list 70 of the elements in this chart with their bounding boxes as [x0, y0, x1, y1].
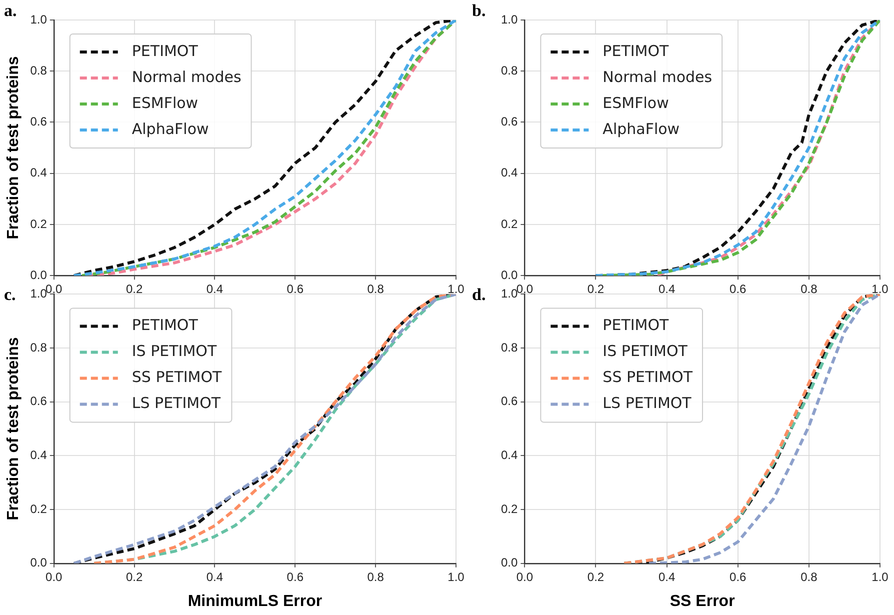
x-tick-label: 0.0 — [46, 570, 63, 584]
legend-label: ESMFlow — [602, 94, 669, 112]
y-axis-title: Fraction of test proteins — [5, 337, 22, 520]
y-tick-label: 0.6 — [500, 114, 518, 129]
x-tick-label: 0.0 — [516, 282, 534, 296]
x-tick-label: 0.4 — [658, 282, 676, 296]
chart-title: b. — [472, 0, 486, 20]
y-tick-label: 1.0 — [30, 12, 48, 26]
x-tick-label: 0.2 — [587, 570, 604, 584]
y-tick-label: 0.8 — [30, 63, 48, 78]
x-tick-label: 0.6 — [286, 282, 304, 296]
legend-label: PETIMOT — [132, 42, 199, 60]
legend-label: AlphaFlow — [602, 120, 680, 138]
legend-label: Normal modes — [132, 68, 242, 86]
legend-label: IS PETIMOT — [602, 342, 688, 360]
chart-title: d. — [472, 284, 486, 304]
legend-label: LS PETIMOT — [602, 394, 692, 412]
y-tick-label: 0.6 — [30, 394, 48, 408]
y-tick-label: 0.2 — [500, 502, 518, 516]
y-tick-label: 0.4 — [500, 166, 518, 180]
y-tick-label: 1.0 — [500, 12, 518, 26]
y-tick-label: 0.0 — [30, 556, 48, 570]
legend-label: AlphaFlow — [132, 120, 209, 138]
y-tick-label: 0.2 — [500, 216, 518, 231]
x-tick-label: 0.6 — [730, 282, 747, 296]
legend-label: ESMFlow — [132, 94, 198, 112]
x-tick-label: 1.0 — [872, 282, 889, 296]
y-tick-label: 0.4 — [30, 448, 48, 462]
legend-label: SS PETIMOT — [132, 368, 223, 386]
y-tick-label: 0.2 — [30, 216, 48, 231]
chart-title: a. — [4, 0, 17, 20]
x-tick-label: 0.8 — [367, 282, 384, 296]
y-tick-label: 0.6 — [30, 114, 48, 129]
x-tick-label: 1.0 — [872, 570, 889, 584]
y-tick-label: 0.0 — [500, 268, 518, 282]
x-tick-label: 0.2 — [587, 282, 604, 296]
x-tick-label: 0.2 — [126, 282, 143, 296]
legend-label: PETIMOT — [602, 316, 670, 334]
x-tick-label: 0.0 — [46, 282, 63, 296]
y-tick-label: 0.8 — [500, 340, 518, 354]
chart-title: c. — [4, 284, 16, 304]
x-axis-title: MinimumLS Error — [188, 592, 322, 610]
x-tick-label: 0.6 — [286, 570, 304, 584]
y-tick-label: 0.2 — [30, 502, 48, 516]
legend-label: LS PETIMOT — [132, 394, 222, 412]
legend-label: Normal modes — [602, 68, 712, 86]
x-tick-label: 0.4 — [206, 282, 224, 296]
y-axis-title: Fraction of test proteins — [5, 56, 22, 240]
y-tick-label: 0.4 — [500, 448, 518, 462]
legend-label: PETIMOT — [132, 316, 199, 334]
x-axis-title: SS Error — [670, 592, 735, 610]
x-tick-label: 0.8 — [800, 282, 818, 296]
x-tick-label: 0.8 — [367, 570, 384, 584]
x-tick-label: 0.4 — [206, 570, 224, 584]
legend-label: PETIMOT — [602, 42, 670, 60]
y-tick-label: 0.0 — [500, 556, 518, 570]
legend-label: IS PETIMOT — [132, 342, 218, 360]
x-tick-label: 1.0 — [448, 570, 465, 584]
x-tick-label: 0.6 — [730, 570, 747, 584]
x-tick-label: 0.0 — [516, 570, 534, 584]
y-tick-label: 0.4 — [30, 166, 48, 180]
y-tick-label: 0.8 — [500, 63, 518, 78]
x-tick-label: 0.8 — [800, 570, 818, 584]
x-tick-label: 0.2 — [126, 570, 143, 584]
x-tick-label: 1.0 — [448, 282, 465, 296]
y-tick-label: 0.0 — [30, 268, 48, 282]
y-tick-label: 0.8 — [30, 340, 48, 354]
legend-label: SS PETIMOT — [602, 368, 694, 386]
x-tick-label: 0.4 — [658, 570, 676, 584]
y-tick-label: 0.6 — [500, 394, 518, 408]
